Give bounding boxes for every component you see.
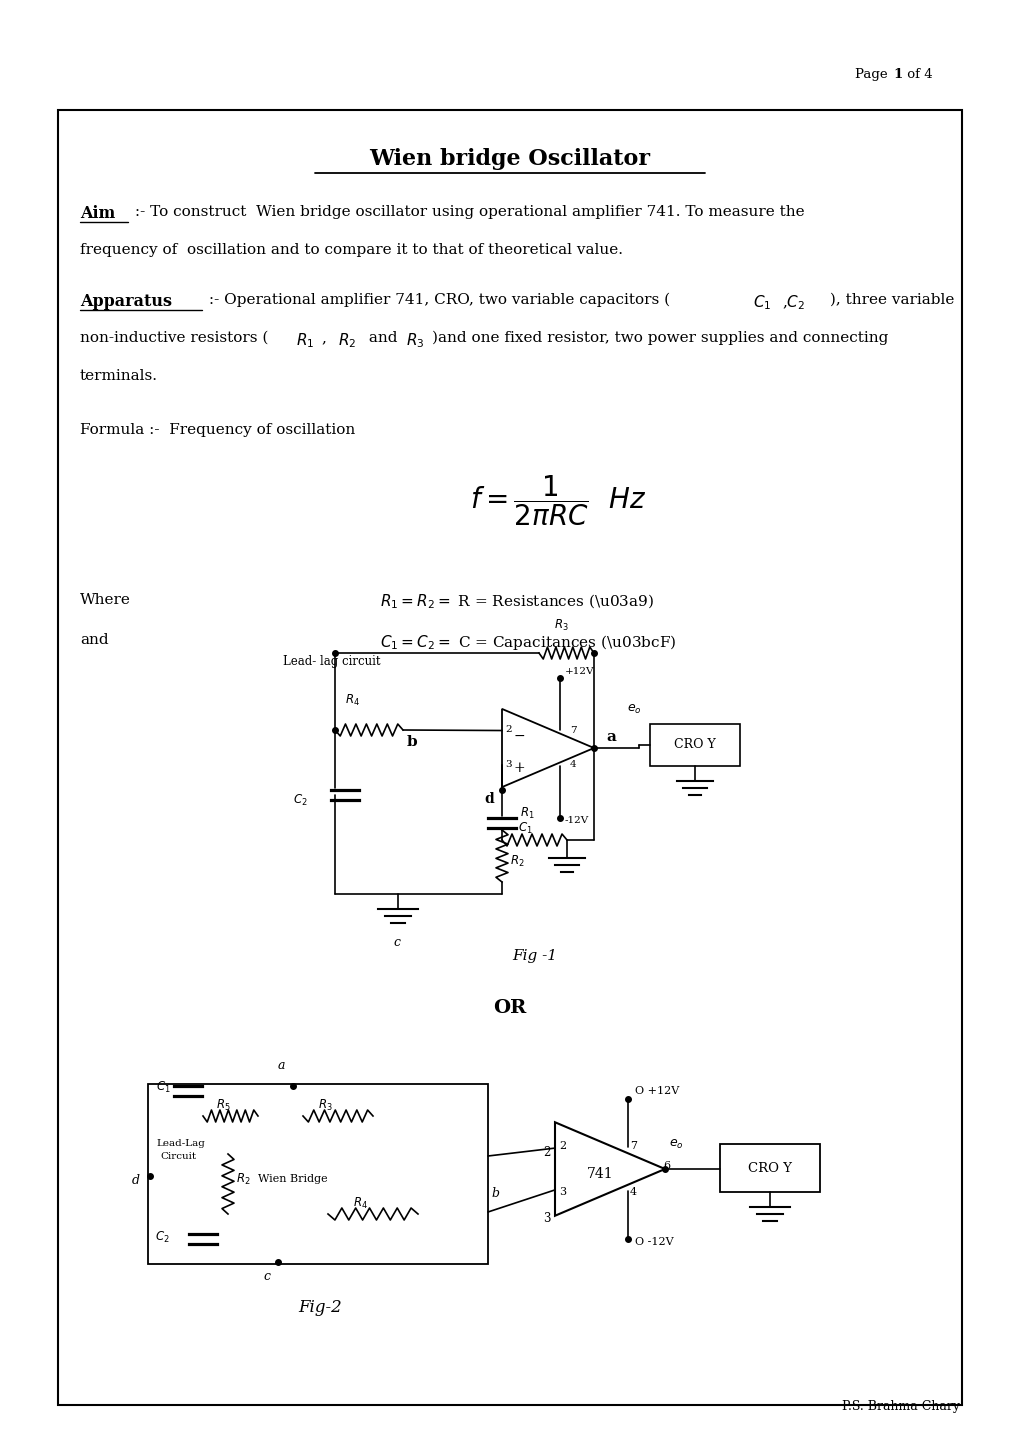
Text: d: d [131, 1175, 140, 1188]
Text: 3: 3 [504, 760, 512, 769]
Text: -12V: -12V [565, 815, 589, 825]
Text: $R_1$: $R_1$ [296, 330, 314, 349]
Text: $R_1 = R_2 =$ R = Resistances (\u03a9): $R_1 = R_2 =$ R = Resistances (\u03a9) [380, 593, 653, 612]
Text: +: + [514, 760, 525, 775]
Bar [58, 110, 961, 1405]
Text: :- To construct  Wien bridge oscillator using operational amplifier 741. To meas: :- To construct Wien bridge oscillator u… [129, 205, 804, 219]
Text: and: and [79, 633, 108, 646]
Text: $C_1$: $C_1$ [752, 293, 770, 312]
Text: 7: 7 [630, 1141, 637, 1152]
Text: CRO Y: CRO Y [674, 739, 715, 752]
Text: P.S. Brahma Chary: P.S. Brahma Chary [841, 1400, 959, 1413]
Text: Fig-2: Fig-2 [298, 1299, 341, 1316]
Text: $f = \dfrac{1}{2\pi RC}\ \ Hz$: $f = \dfrac{1}{2\pi RC}\ \ Hz$ [470, 473, 646, 528]
Text: c: c [392, 937, 399, 949]
Text: terminals.: terminals. [79, 369, 158, 382]
Text: 2: 2 [504, 724, 512, 734]
Text: Where: Where [79, 593, 130, 608]
Text: $C_2$: $C_2$ [292, 794, 308, 808]
Text: ,$C_2$: ,$C_2$ [782, 293, 804, 312]
Text: b: b [490, 1188, 498, 1201]
Text: Fig -1: Fig -1 [512, 949, 557, 962]
Text: $R_2$: $R_2$ [337, 330, 356, 349]
Text: 2: 2 [558, 1141, 566, 1152]
Text: CRO Y: CRO Y [747, 1162, 791, 1175]
Text: Wien Bridge: Wien Bridge [258, 1175, 327, 1185]
Text: $R_3$: $R_3$ [318, 1098, 332, 1113]
Text: $R_2$: $R_2$ [235, 1172, 251, 1186]
Text: 6: 6 [662, 1162, 669, 1172]
Text: $C_1$: $C_1$ [518, 821, 532, 835]
Text: 4: 4 [630, 1188, 637, 1198]
Text: $C_1 = C_2 =$ C = Capacitances (\u03bcF): $C_1 = C_2 =$ C = Capacitances (\u03bcF) [380, 633, 676, 652]
Text: :- Operational amplifier 741, CRO, two variable capacitors (: :- Operational amplifier 741, CRO, two v… [204, 293, 669, 307]
Text: Aim: Aim [79, 205, 115, 222]
Text: $R_4$: $R_4$ [353, 1196, 368, 1211]
Text: ,: , [322, 330, 331, 345]
Text: a: a [605, 730, 615, 745]
Bar [719, 1144, 819, 1192]
Text: of 4: of 4 [902, 68, 931, 81]
Text: $C_1$: $C_1$ [156, 1079, 170, 1095]
Text: c: c [263, 1270, 270, 1283]
Bar [148, 1084, 487, 1264]
Text: d: d [484, 792, 493, 807]
Text: non-inductive resistors (: non-inductive resistors ( [79, 330, 268, 345]
Text: $R_5$: $R_5$ [216, 1098, 230, 1113]
Text: Circuit: Circuit [160, 1152, 196, 1162]
Text: $R_3$: $R_3$ [553, 618, 569, 633]
Text: 3: 3 [542, 1212, 550, 1225]
Text: frequency of  oscillation and to compare it to that of theoretical value.: frequency of oscillation and to compare … [79, 242, 623, 257]
Text: a: a [278, 1059, 285, 1072]
Text: 4: 4 [570, 760, 576, 769]
Text: 1: 1 [892, 68, 902, 81]
Text: ), three variable: ), three variable [824, 293, 954, 307]
Text: Lead- lag circuit: Lead- lag circuit [282, 655, 380, 668]
Bar [649, 724, 739, 766]
Text: $C_2$: $C_2$ [155, 1229, 169, 1244]
Text: $e_o$: $e_o$ [668, 1139, 683, 1152]
Text: $e_o$: $e_o$ [627, 703, 641, 716]
Text: +12V: +12V [565, 667, 594, 675]
Text: Page: Page [854, 68, 891, 81]
Text: OR: OR [493, 999, 526, 1017]
Text: $R_2$: $R_2$ [510, 854, 524, 869]
Text: −: − [514, 729, 525, 743]
Text: O +12V: O +12V [635, 1087, 679, 1097]
Text: b: b [407, 734, 417, 749]
Text: $R_4$: $R_4$ [344, 693, 360, 709]
Text: )and one fixed resistor, two power supplies and connecting: )and one fixed resistor, two power suppl… [432, 330, 888, 345]
Text: 7: 7 [570, 726, 576, 734]
Text: $R_3$: $R_3$ [406, 330, 424, 349]
Text: Wien bridge Oscillator: Wien bridge Oscillator [369, 149, 650, 170]
Text: Apparatus: Apparatus [79, 293, 172, 310]
Text: 2: 2 [542, 1146, 550, 1159]
Text: 3: 3 [558, 1188, 566, 1198]
Text: $R_1$: $R_1$ [520, 805, 534, 821]
Text: O -12V: O -12V [635, 1237, 673, 1247]
Text: and: and [364, 330, 401, 345]
Text: 741: 741 [586, 1167, 612, 1180]
Text: Formula :-  Frequency of oscillation: Formula :- Frequency of oscillation [79, 423, 355, 437]
Text: Lead-Lag: Lead-Lag [156, 1139, 205, 1149]
